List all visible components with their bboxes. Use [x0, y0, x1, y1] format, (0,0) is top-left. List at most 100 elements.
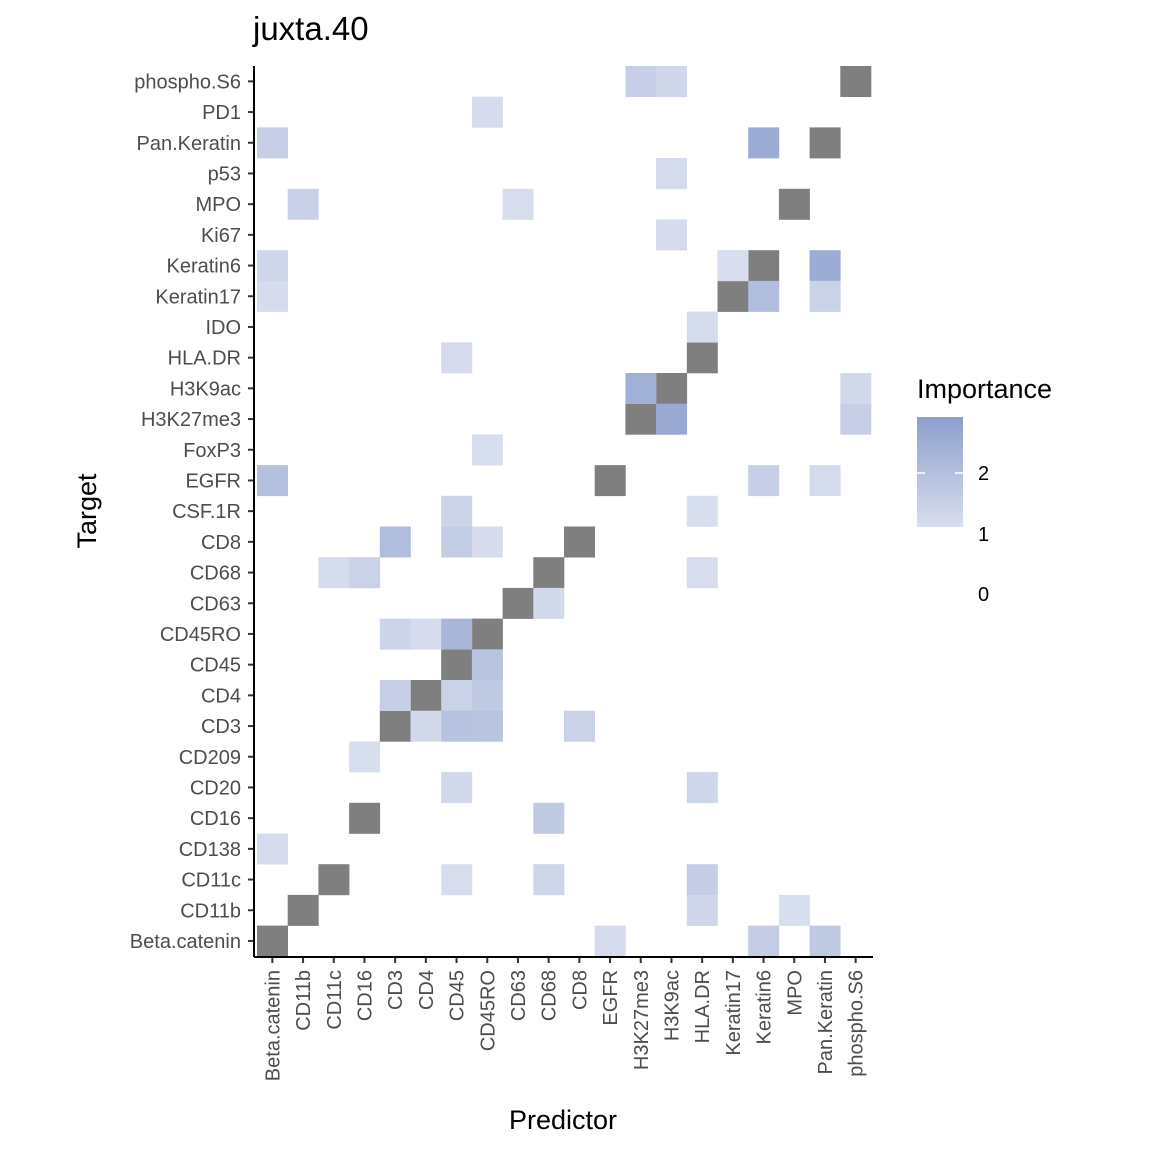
- x-tick-label: CD11b: [293, 970, 315, 1031]
- x-axis-title: Predictor: [509, 1105, 617, 1135]
- heatmap-cell: [778, 894, 810, 926]
- y-tick-label: CD209: [179, 747, 241, 769]
- heatmap-cell: [748, 280, 780, 312]
- heatmap-cell-self: [287, 894, 319, 926]
- heatmap-cell: [809, 925, 841, 957]
- heatmap-cell-self: [471, 618, 503, 650]
- heatmap-cell: [748, 925, 780, 957]
- heatmap-cell-self: [625, 403, 657, 435]
- heatmap-cell: [656, 158, 688, 190]
- y-tick-label: CD45RO: [160, 624, 241, 646]
- x-tick-label: CD11c: [324, 970, 346, 1030]
- heatmap-cell-self: [840, 66, 872, 97]
- heatmap-cell: [471, 710, 503, 742]
- heatmap-cell: [441, 680, 473, 711]
- heatmap-cell: [686, 772, 718, 804]
- heatmap-cell: [686, 864, 718, 896]
- y-tick-label: H3K27me3: [141, 409, 241, 431]
- x-tick-label: CD8: [569, 970, 591, 1010]
- y-tick-label: HLA.DR: [168, 348, 241, 370]
- x-tick-label: Pan.Keratin: [815, 970, 837, 1075]
- heatmap-cell: [379, 618, 411, 650]
- legend-label: 2: [978, 463, 989, 485]
- y-tick-label: MPO: [195, 194, 241, 216]
- x-tick-label: Keratin6: [754, 970, 776, 1045]
- heatmap-cell: [410, 710, 442, 742]
- heatmap-cell-self: [441, 649, 473, 681]
- heatmap-cell-self: [257, 925, 288, 957]
- y-tick-label: phospho.S6: [134, 71, 241, 93]
- x-tick-label: EGFR: [600, 970, 622, 1026]
- y-tick-label: p53: [208, 163, 241, 185]
- heatmap-cell-self: [717, 280, 749, 312]
- legend-label: 0: [978, 584, 989, 606]
- heatmap-cell: [257, 280, 288, 312]
- heatmap-cell: [441, 864, 473, 896]
- legend-title: Importance: [917, 374, 1052, 404]
- x-tick-label: CD16: [354, 970, 376, 1021]
- heatmap-cell-self: [533, 557, 565, 589]
- heatmap-cell: [809, 465, 841, 497]
- x-tick-label: H3K27me3: [631, 970, 653, 1070]
- y-tick-label: Pan.Keratin: [136, 133, 241, 155]
- heatmap-cell: [840, 373, 872, 404]
- heatmap-cell: [471, 434, 503, 466]
- legend-label: 1: [978, 524, 989, 546]
- y-tick-label: CD11b: [180, 900, 241, 922]
- heatmap-cell: [533, 587, 565, 619]
- x-tick-label: CD45RO: [477, 970, 499, 1051]
- heatmap-cell: [257, 127, 288, 159]
- heatmap-cell: [441, 342, 473, 374]
- heatmap-cell: [533, 802, 565, 834]
- heatmap-cell-self: [410, 680, 442, 711]
- heatmap-cell: [809, 280, 841, 312]
- y-tick-label: Keratin17: [155, 286, 241, 308]
- heatmap-cell: [686, 495, 718, 527]
- x-tick-label: phospho.S6: [846, 970, 868, 1077]
- heatmap-cells: [257, 66, 872, 957]
- y-tick-label: CD16: [190, 808, 241, 830]
- heatmap-cell: [686, 311, 718, 343]
- x-tick-label: H3K9ac: [661, 970, 683, 1041]
- heatmap-cell: [594, 925, 626, 957]
- heatmap-cell: [471, 96, 503, 128]
- x-tick-label: MPO: [784, 970, 806, 1016]
- legend-colorbar: [917, 417, 963, 527]
- y-tick-label: CD63: [190, 593, 241, 615]
- heatmap-cell: [748, 127, 780, 159]
- x-tick-label: CD45: [447, 970, 469, 1021]
- heatmap-cell: [349, 557, 381, 589]
- legend-labels: 2 1 0: [917, 463, 989, 606]
- heatmap-cell-self: [318, 864, 350, 896]
- x-tick-label: CD68: [539, 970, 561, 1021]
- heatmap-cell: [686, 894, 718, 926]
- heatmap-cell: [441, 495, 473, 527]
- y-tick-label: CD45: [190, 655, 241, 677]
- heatmap-cell: [471, 649, 503, 681]
- heatmap-cell: [840, 403, 872, 435]
- heatmap-cell-self: [379, 710, 411, 742]
- heatmap-cell: [533, 864, 565, 896]
- y-tick-label: CD11c: [181, 870, 241, 892]
- x-tick-label: Keratin17: [723, 970, 745, 1056]
- heatmap-cell: [410, 618, 442, 650]
- heatmap-cell-self: [349, 802, 381, 834]
- x-tick-label: CD63: [508, 970, 530, 1021]
- heatmap-cell-self: [594, 465, 626, 497]
- y-tick-label: IDO: [205, 317, 241, 339]
- y-tick-label: FoxP3: [183, 440, 241, 462]
- y-tick-label: CSF.1R: [172, 501, 241, 523]
- y-tick-label: Keratin6: [167, 256, 242, 278]
- y-tick-label: CD4: [201, 685, 241, 707]
- y-tick-label: CD8: [201, 532, 241, 554]
- heatmap-cell-self: [686, 342, 718, 374]
- heatmap-cell: [379, 680, 411, 711]
- heatmap-cell: [441, 772, 473, 804]
- heatmap-cell: [471, 680, 503, 711]
- heatmap-cell: [656, 403, 688, 435]
- x-tick-label: CD4: [416, 970, 438, 1010]
- y-tick-label: Beta.catenin: [130, 931, 241, 953]
- y-tick-label: PD1: [202, 102, 241, 124]
- x-tick-label: CD3: [385, 970, 407, 1010]
